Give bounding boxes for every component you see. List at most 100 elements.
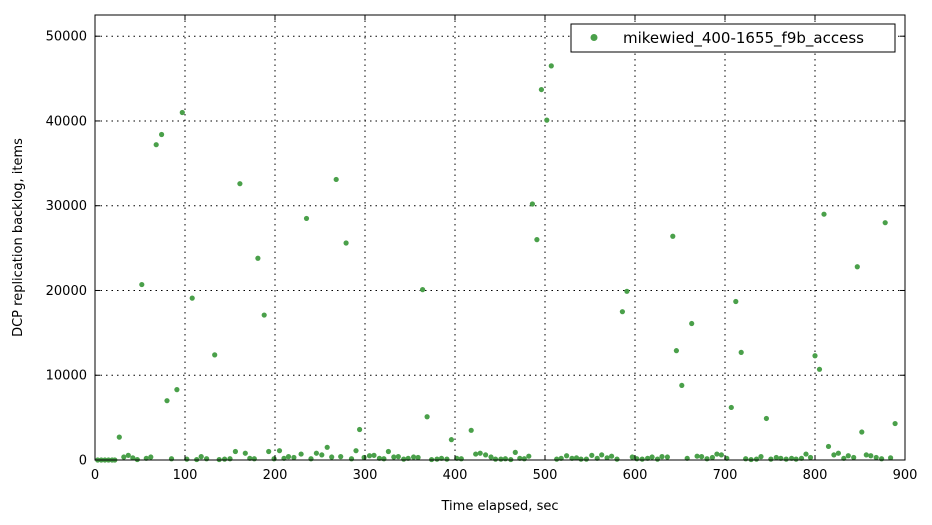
data-point xyxy=(714,451,720,457)
data-point xyxy=(868,453,874,459)
data-point xyxy=(879,456,885,462)
data-point xyxy=(728,404,734,411)
data-point xyxy=(298,451,304,457)
data-point xyxy=(498,456,504,462)
data-point xyxy=(529,201,536,207)
data-point xyxy=(548,63,554,69)
data-point xyxy=(348,456,355,462)
y-tick-label: 10000 xyxy=(46,369,87,384)
data-point xyxy=(718,452,725,458)
data-point xyxy=(468,427,474,433)
data-point xyxy=(831,452,837,458)
data-point xyxy=(424,414,430,420)
data-point xyxy=(324,444,330,450)
data-point xyxy=(604,455,610,461)
data-point xyxy=(276,448,283,454)
data-point xyxy=(420,287,426,293)
data-point xyxy=(415,454,421,461)
data-point xyxy=(212,352,218,358)
data-point xyxy=(624,288,630,294)
data-point xyxy=(473,451,479,457)
x-tick-label: 0 xyxy=(91,468,99,483)
data-point xyxy=(673,348,680,354)
data-point xyxy=(411,454,417,460)
x-tick-label: 300 xyxy=(353,468,378,483)
grid-lines xyxy=(95,15,905,460)
data-point xyxy=(538,86,545,93)
x-tick-label: 400 xyxy=(443,468,468,483)
data-point xyxy=(303,215,310,222)
data-point xyxy=(255,255,261,261)
y-tick-labels: 0 10000 20000 30000 40000 50000 xyxy=(46,30,87,469)
data-point xyxy=(835,450,842,456)
data-point xyxy=(139,281,145,288)
data-point xyxy=(583,456,590,462)
data-point xyxy=(679,382,685,389)
data-point xyxy=(609,453,615,459)
data-point xyxy=(434,456,440,462)
data-point xyxy=(859,429,865,435)
legend-entry-label: mikewied_400-1655_f9b_access xyxy=(623,29,864,48)
data-point xyxy=(709,454,716,461)
data-point xyxy=(793,456,799,462)
x-tick-label: 100 xyxy=(173,468,198,483)
x-tick-labels: 0 100 200 300 400 500 600 700 800 900 xyxy=(91,468,918,483)
data-point xyxy=(251,456,257,462)
data-point xyxy=(492,456,499,462)
data-point xyxy=(803,451,809,457)
data-points xyxy=(95,63,898,463)
data-point xyxy=(892,420,898,427)
data-point xyxy=(578,456,584,462)
data-point xyxy=(614,456,620,462)
data-point xyxy=(153,142,159,148)
data-point xyxy=(361,454,367,461)
data-point xyxy=(357,426,363,433)
data-point xyxy=(125,452,131,458)
data-point xyxy=(271,456,277,462)
x-tick-label: 200 xyxy=(263,468,288,483)
data-point xyxy=(554,456,560,462)
data-point xyxy=(738,349,744,355)
data-point xyxy=(599,452,605,458)
y-tick-label: 0 xyxy=(79,454,87,469)
data-point xyxy=(733,298,739,305)
y-tick-label: 40000 xyxy=(46,114,87,129)
data-point xyxy=(768,456,774,462)
data-point xyxy=(130,455,136,461)
data-point xyxy=(854,264,860,270)
data-point xyxy=(237,181,243,187)
data-point xyxy=(285,454,292,460)
data-point xyxy=(444,456,450,462)
y-axis-label: DCP replication backlog, items xyxy=(11,138,26,337)
data-point xyxy=(873,454,879,461)
data-point xyxy=(825,443,832,450)
data-point xyxy=(573,455,580,461)
data-point xyxy=(227,456,233,462)
legend-box xyxy=(570,23,896,53)
axis-ticks xyxy=(94,15,906,461)
data-point xyxy=(232,448,238,455)
x-tick-label: 600 xyxy=(623,468,648,483)
data-point xyxy=(266,448,272,455)
data-point xyxy=(458,456,464,462)
data-point xyxy=(888,455,894,461)
data-point xyxy=(477,450,483,456)
data-point xyxy=(521,456,527,462)
data-point xyxy=(812,353,818,359)
data-point xyxy=(649,454,655,460)
data-point xyxy=(821,211,827,217)
data-point xyxy=(670,233,676,239)
data-point xyxy=(534,237,540,243)
data-point xyxy=(371,452,377,458)
data-point xyxy=(391,454,397,460)
data-point xyxy=(448,437,454,443)
data-point xyxy=(564,453,570,459)
data-point xyxy=(512,449,518,455)
data-point xyxy=(329,454,335,460)
data-point xyxy=(845,453,851,459)
data-point xyxy=(863,452,869,458)
data-point xyxy=(164,398,170,404)
data-point xyxy=(338,454,344,460)
data-point xyxy=(773,454,779,461)
